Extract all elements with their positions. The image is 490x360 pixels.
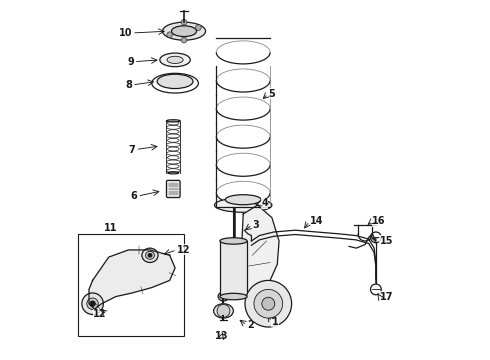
- Text: 6: 6: [131, 191, 137, 201]
- Circle shape: [262, 297, 275, 310]
- Circle shape: [87, 298, 98, 310]
- Text: 3: 3: [252, 220, 259, 230]
- Ellipse shape: [167, 56, 183, 63]
- Ellipse shape: [215, 198, 272, 212]
- Bar: [220, 241, 247, 297]
- Ellipse shape: [142, 248, 158, 262]
- Circle shape: [181, 37, 187, 43]
- Text: 15: 15: [379, 236, 393, 246]
- Text: 17: 17: [379, 292, 393, 302]
- Ellipse shape: [148, 254, 152, 257]
- Ellipse shape: [225, 195, 261, 205]
- Circle shape: [217, 305, 230, 318]
- Ellipse shape: [172, 26, 196, 37]
- Circle shape: [82, 293, 103, 315]
- Text: 4: 4: [261, 198, 268, 208]
- Text: 14: 14: [310, 216, 323, 226]
- Circle shape: [181, 19, 187, 25]
- Text: 1: 1: [272, 317, 279, 327]
- Ellipse shape: [157, 74, 193, 89]
- Text: 10: 10: [119, 28, 132, 38]
- Bar: [78, 234, 184, 336]
- Text: 2: 2: [247, 320, 253, 330]
- Ellipse shape: [214, 304, 233, 318]
- Text: 8: 8: [125, 80, 132, 90]
- Text: 11: 11: [104, 224, 117, 233]
- Circle shape: [167, 32, 172, 38]
- Polygon shape: [242, 205, 279, 297]
- Ellipse shape: [220, 238, 247, 244]
- Text: 12: 12: [177, 245, 190, 255]
- Circle shape: [245, 280, 292, 327]
- Ellipse shape: [220, 293, 247, 300]
- Ellipse shape: [160, 53, 190, 67]
- Text: 16: 16: [372, 216, 386, 226]
- Text: 12: 12: [94, 310, 107, 319]
- FancyBboxPatch shape: [167, 180, 180, 198]
- Ellipse shape: [218, 292, 229, 301]
- Text: 5: 5: [269, 89, 275, 99]
- Text: 13: 13: [215, 331, 228, 341]
- Polygon shape: [89, 250, 175, 309]
- Circle shape: [90, 301, 95, 306]
- Ellipse shape: [163, 22, 205, 40]
- Circle shape: [196, 25, 201, 31]
- Circle shape: [254, 289, 283, 318]
- Text: 9: 9: [127, 57, 134, 67]
- Ellipse shape: [146, 251, 154, 259]
- Text: 7: 7: [129, 144, 136, 154]
